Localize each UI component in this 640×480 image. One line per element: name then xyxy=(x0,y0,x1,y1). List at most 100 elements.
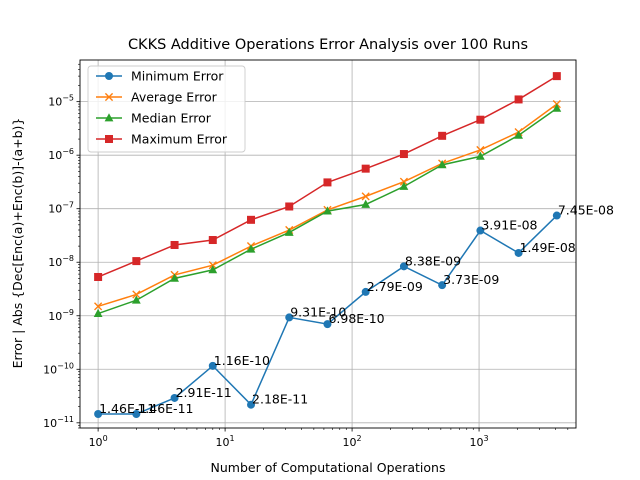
legend-marker xyxy=(105,72,113,80)
maximum-error-point xyxy=(208,236,217,245)
median-error-point xyxy=(552,103,562,112)
maximum-error-point xyxy=(399,150,408,159)
plot-frame xyxy=(79,59,577,429)
x-tick-label: 101 xyxy=(216,434,235,449)
minimum-error-point xyxy=(438,281,447,290)
y-tick-label-exponent: −8 xyxy=(62,254,74,263)
x-axis-label: Number of Computational Operations xyxy=(211,460,446,475)
data-label: 1.46E-11 xyxy=(99,401,155,416)
minimum-error-point xyxy=(208,361,217,370)
data-label: 8.38E-09 xyxy=(405,253,461,268)
legend-item-average-error: Average Error xyxy=(96,90,218,105)
minimum-error-point xyxy=(285,313,294,322)
data-label: 2.18E-11 xyxy=(252,392,308,407)
data-label: 3.91E-08 xyxy=(481,218,537,233)
maximum-error-point xyxy=(94,272,103,281)
minimum-error-point xyxy=(399,262,408,271)
series-median-error xyxy=(93,103,562,317)
maximum-error-point xyxy=(361,164,370,173)
legend-label: Average Error xyxy=(131,90,218,105)
maximum-error-point xyxy=(514,95,523,104)
average-error-point xyxy=(361,192,370,201)
y-tick-label-exponent: −5 xyxy=(62,94,74,103)
average-error-point-stroke xyxy=(399,177,409,186)
legend-label: Minimum Error xyxy=(131,69,224,84)
data-label: 7.45E-08 xyxy=(558,203,614,218)
x-tick-label: 103 xyxy=(470,434,489,449)
y-tick-label: 10−9 xyxy=(48,308,74,323)
minimum-error-point xyxy=(132,410,141,419)
minimum-error-point xyxy=(361,287,370,296)
data-label: 2.91E-11 xyxy=(176,385,232,400)
median-error-point xyxy=(284,227,294,236)
data-label: 6.98E-10 xyxy=(328,311,384,326)
median-error-point xyxy=(475,151,485,160)
minimum-error-point xyxy=(94,410,103,419)
maximum-error-point xyxy=(132,257,141,266)
data-label: 1.46E-11 xyxy=(137,401,193,416)
y-tick-label: 10−6 xyxy=(48,147,74,162)
average-error-point xyxy=(132,290,141,299)
y-tick-label-exponent: −10 xyxy=(57,361,74,370)
median-error-point xyxy=(170,273,179,282)
y-tick-label: 10−8 xyxy=(48,254,74,269)
legend-marker xyxy=(105,135,113,143)
legend-box xyxy=(87,65,246,153)
legend-marker xyxy=(104,92,114,102)
minimum-error-point xyxy=(170,393,179,402)
minimum-error-point xyxy=(514,248,523,257)
average-error-point-stroke xyxy=(94,302,103,311)
average-error-point-stroke xyxy=(132,290,141,299)
series-maximum-error xyxy=(94,72,561,281)
data-labels: 1.46E-111.46E-112.91E-111.16E-102.18E-11… xyxy=(99,203,614,416)
median-error-point xyxy=(208,265,218,274)
x-tick-label-exponent: 0 xyxy=(103,434,108,443)
minimum-error-point xyxy=(552,211,561,220)
series-minimum-error xyxy=(94,211,561,419)
median-error-point xyxy=(246,244,256,253)
legend: Minimum Error Average Error Median Error Ma… xyxy=(87,65,246,153)
legend-item-median-error: Median Error xyxy=(96,111,212,126)
x-tick-label-exponent: 1 xyxy=(230,434,235,443)
average-error-point-stroke xyxy=(476,145,485,155)
data-label: 1.16E-10 xyxy=(214,353,270,368)
x-tick-label: 100 xyxy=(89,434,108,449)
legend-item-minimum-error: Minimum Error xyxy=(96,69,224,84)
y-tick-label-exponent: −6 xyxy=(62,147,74,156)
maximum-error-point xyxy=(438,131,447,140)
series-layer xyxy=(93,72,562,419)
x-tick-label: 102 xyxy=(343,434,362,449)
minimum-error-point xyxy=(247,400,256,409)
data-label: 1.49E-08 xyxy=(520,240,576,255)
maximum-error-point xyxy=(285,202,294,211)
data-label: 9.31E-10 xyxy=(290,304,346,319)
maximum-error-point xyxy=(247,215,256,224)
y-tick-label: 10−5 xyxy=(48,94,74,109)
legend-label: Median Error xyxy=(131,111,212,126)
x-tick-label-exponent: 3 xyxy=(484,434,489,443)
average-error-point xyxy=(399,177,409,186)
legend-item-maximum-error: Maximum Error xyxy=(96,132,228,147)
maximum-error-point xyxy=(323,178,332,187)
average-error-point-stroke xyxy=(361,192,370,201)
median-error-point xyxy=(93,308,103,317)
average-error-point xyxy=(94,302,103,311)
median-error-point xyxy=(437,160,447,169)
legend-marker-stroke xyxy=(104,92,114,102)
median-error-point xyxy=(514,130,523,139)
y-tick-label-exponent: −11 xyxy=(57,415,74,424)
y-tick-label-exponent: −9 xyxy=(62,308,74,317)
y-tick-label: 10−11 xyxy=(43,415,74,430)
y-axis-label: Error | Abs {Dec[Enc(a)+Enc(b)]-(a+b)} xyxy=(10,118,25,369)
maximum-error-point xyxy=(476,115,485,124)
legend-marker xyxy=(104,113,114,122)
y-tick-label-exponent: −7 xyxy=(62,201,74,210)
average-error-point xyxy=(476,145,485,155)
x-tick-label-exponent: 2 xyxy=(357,434,362,443)
median-error-point xyxy=(399,181,409,190)
maximum-error-point xyxy=(552,72,561,81)
y-tick-label: 10−7 xyxy=(48,201,74,216)
median-error-point xyxy=(323,206,332,215)
median-error-point xyxy=(361,199,371,208)
